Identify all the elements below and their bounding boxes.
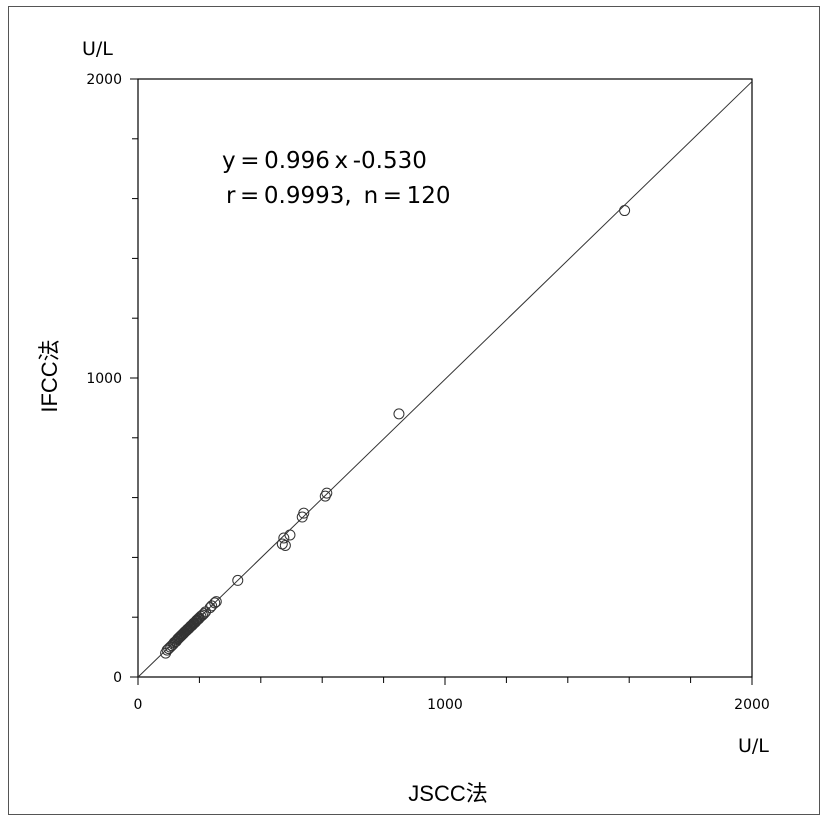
data-point — [321, 487, 333, 499]
data-point — [198, 608, 210, 620]
chart-frame — [8, 6, 820, 815]
x-axis-title: JSCC法 — [408, 781, 487, 806]
x-tick-label: 2000 — [734, 697, 770, 713]
correlation-stats: r = 0.9993, n = 120 — [226, 183, 451, 209]
data-point — [210, 596, 222, 608]
x-tick-label: 1000 — [427, 697, 463, 713]
y-tick-label: 1000 — [86, 371, 122, 387]
y-tick-label: 2000 — [86, 72, 122, 88]
tick-labels: 0 1000 2000 0 1000 2000 — [86, 72, 769, 713]
y-tick-label: 0 — [113, 670, 122, 686]
data-point — [232, 574, 244, 586]
regression-equation: y = 0.996 x -0.530 — [222, 148, 427, 174]
x-axis-unit: U/L — [738, 735, 769, 757]
data-point — [619, 205, 631, 217]
data-point — [393, 408, 405, 420]
data-point — [278, 532, 290, 544]
x-tick-label: 0 — [134, 697, 143, 713]
data-point — [196, 609, 208, 621]
data-point — [209, 597, 221, 609]
minor-ticks — [130, 78, 753, 685]
y-axis-unit: U/L — [82, 38, 113, 60]
data-point — [298, 507, 310, 519]
regression-line — [137, 81, 753, 678]
y-axis-title: IFCC法 — [37, 339, 62, 412]
data-point — [279, 539, 291, 551]
data-point — [284, 529, 296, 541]
data-points — [160, 205, 631, 659]
